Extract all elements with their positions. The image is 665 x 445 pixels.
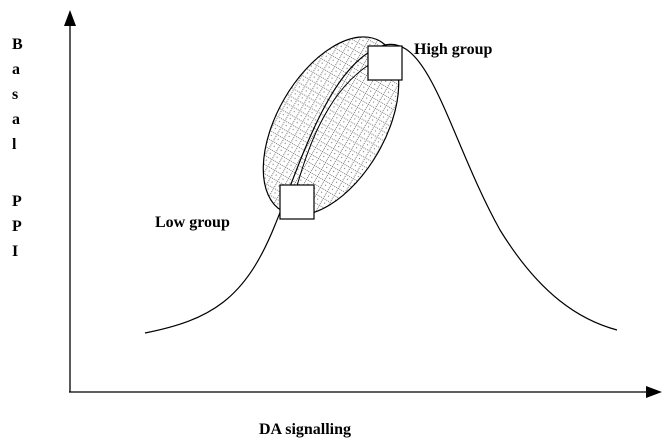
response-curve <box>144 43 618 334</box>
low-label: Low group <box>155 214 230 231</box>
x-arrow <box>646 386 662 398</box>
low-square <box>279 184 315 220</box>
link-line <box>296 63 371 187</box>
y-arrow <box>64 10 76 26</box>
x-label: DA signalling <box>258 421 352 438</box>
high-label: High group <box>414 41 493 58</box>
y-label-word: Basal <box>12 36 23 153</box>
high-square <box>367 45 403 81</box>
y-label-word: PPI <box>12 193 22 260</box>
